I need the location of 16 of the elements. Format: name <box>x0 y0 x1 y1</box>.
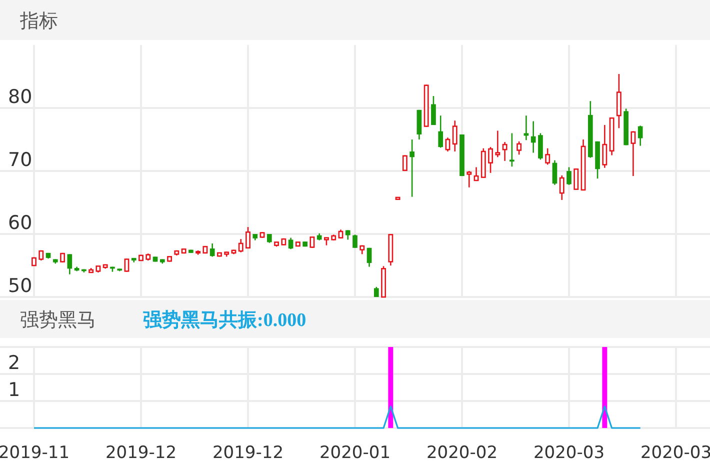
x-tick-label: 2020-03 <box>640 443 710 463</box>
x-tick-label: 2020-01 <box>319 443 391 463</box>
y-tick-label: 1 <box>8 379 20 401</box>
y-tick-label: 50 <box>8 275 32 297</box>
y-tick-label: 60 <box>8 212 32 234</box>
y-tick-label: 80 <box>8 86 32 108</box>
x-tick-label: 2019-12 <box>212 443 284 463</box>
y-tick-label: 2 <box>8 352 20 374</box>
x-tick-label: 2020-02 <box>426 443 498 463</box>
x-tick-label: 2020-03 <box>533 443 605 463</box>
chart-title: 强势黑马 <box>20 309 96 331</box>
x-tick-label: 2019-11 <box>0 443 70 463</box>
y-tick-label: 70 <box>8 149 32 171</box>
chart-title: 指标 <box>19 10 58 32</box>
x-tick-label: 2019-12 <box>105 443 177 463</box>
text: 强势黑马共振:0.000 <box>143 309 306 331</box>
